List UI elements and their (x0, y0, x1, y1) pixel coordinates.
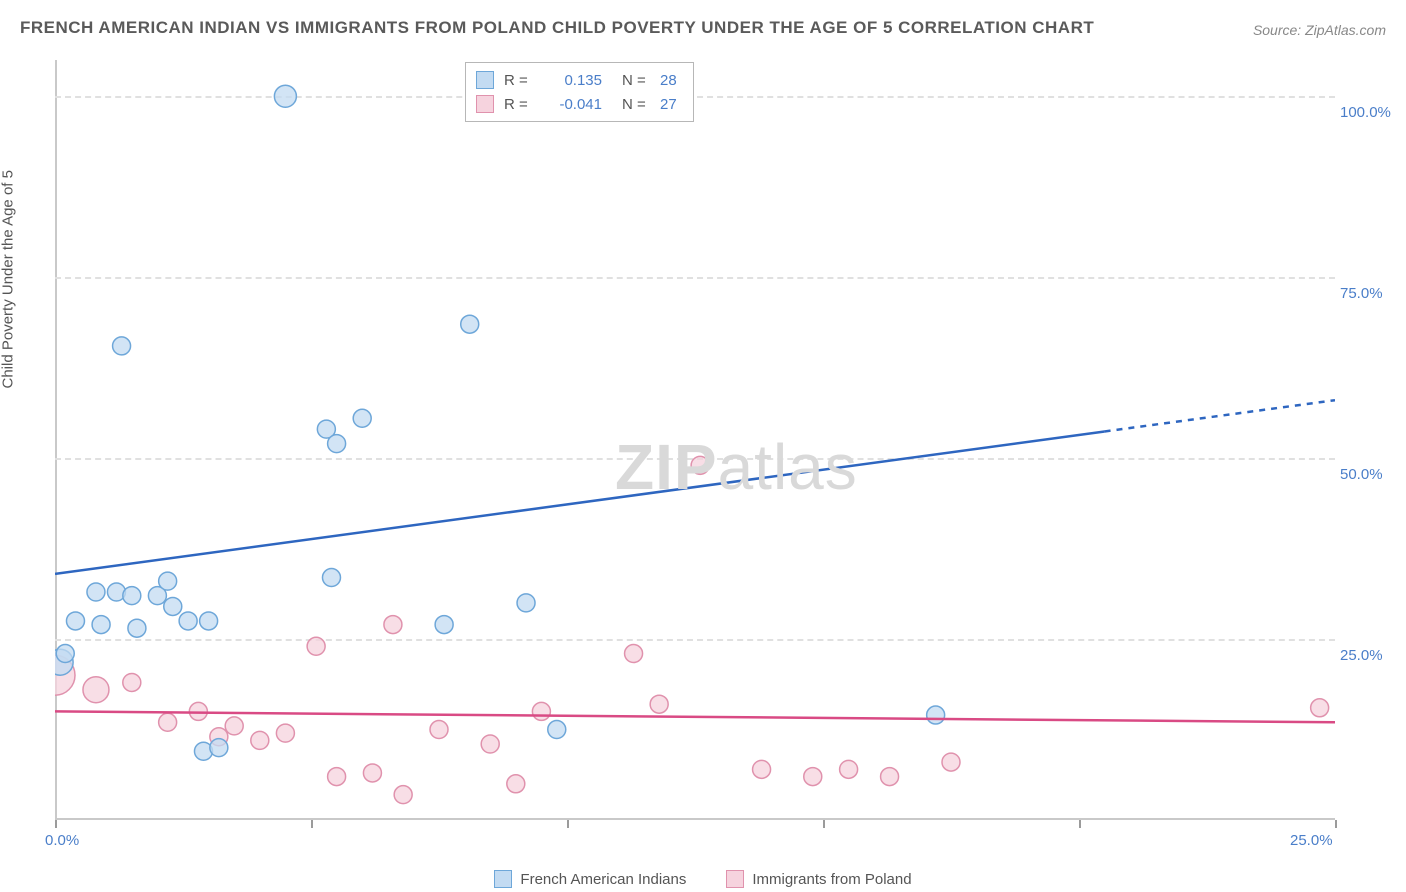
data-point (461, 315, 479, 333)
data-point (507, 775, 525, 793)
data-point (384, 616, 402, 634)
data-point (753, 760, 771, 778)
x-tick-mark (55, 820, 57, 828)
plot-area: ZIPatlas R = 0.135 N = 28 R = -0.041 N =… (55, 60, 1335, 820)
data-point (840, 760, 858, 778)
data-point (517, 594, 535, 612)
data-point (274, 85, 296, 107)
data-point (179, 612, 197, 630)
trend-line-extrapolated (1105, 400, 1335, 431)
data-point (548, 721, 566, 739)
scatter-chart (55, 60, 1335, 820)
data-point (353, 409, 371, 427)
x-tick-mark (1079, 820, 1081, 828)
y-tick-label: 50.0% (1340, 466, 1395, 483)
data-point (200, 612, 218, 630)
data-point (394, 786, 412, 804)
data-point (1311, 699, 1329, 717)
data-point (942, 753, 960, 771)
data-point (650, 695, 668, 713)
data-point (123, 673, 141, 691)
data-point (251, 731, 269, 749)
data-point (532, 702, 550, 720)
data-point (322, 569, 340, 587)
x-tick-mark (1335, 820, 1337, 828)
data-point (881, 768, 899, 786)
data-point (691, 456, 709, 474)
y-axis-label: Child Poverty Under the Age of 5 (0, 170, 17, 388)
data-point (927, 706, 945, 724)
trend-line (55, 431, 1105, 573)
data-point (625, 645, 643, 663)
data-point (328, 768, 346, 786)
source-prefix: Source: (1253, 22, 1305, 38)
series-swatch-icon (476, 71, 494, 89)
chart-title: FRENCH AMERICAN INDIAN VS IMMIGRANTS FRO… (20, 18, 1094, 38)
source-attribution: Source: ZipAtlas.com (1253, 22, 1386, 38)
data-point (804, 768, 822, 786)
data-point (307, 637, 325, 655)
y-tick-label: 75.0% (1340, 285, 1395, 302)
data-point (83, 677, 109, 703)
series-swatch-icon (494, 870, 512, 888)
y-tick-label: 25.0% (1340, 647, 1395, 664)
x-tick-mark (823, 820, 825, 828)
legend-item: French American Indians (494, 870, 686, 888)
data-point (164, 597, 182, 615)
data-point (276, 724, 294, 742)
data-point (56, 645, 74, 663)
data-point (87, 583, 105, 601)
r-value: -0.041 (542, 96, 602, 113)
correlation-row: R = -0.041 N = 27 (476, 92, 677, 116)
data-point (328, 435, 346, 453)
data-point (225, 717, 243, 735)
data-point (430, 721, 448, 739)
bottom-legend: French American Indians Immigrants from … (0, 870, 1406, 888)
x-tick-label: 25.0% (1290, 832, 1333, 849)
data-point (363, 764, 381, 782)
data-point (435, 616, 453, 634)
legend-label: Immigrants from Poland (752, 871, 911, 888)
series-swatch-icon (726, 870, 744, 888)
n-value: 27 (660, 96, 677, 113)
data-point (128, 619, 146, 637)
x-tick-mark (311, 820, 313, 828)
x-tick-label: 0.0% (45, 832, 79, 849)
data-point (66, 612, 84, 630)
x-tick-mark (567, 820, 569, 828)
r-label: R = (504, 72, 532, 89)
data-point (481, 735, 499, 753)
r-label: R = (504, 96, 532, 113)
data-point (92, 616, 110, 634)
series-swatch-icon (476, 95, 494, 113)
trend-line (55, 711, 1335, 722)
data-point (123, 587, 141, 605)
data-point (210, 739, 228, 757)
legend-label: French American Indians (520, 871, 686, 888)
data-point (113, 337, 131, 355)
correlation-row: R = 0.135 N = 28 (476, 68, 677, 92)
data-point (159, 713, 177, 731)
n-value: 28 (660, 72, 677, 89)
n-label: N = (622, 96, 650, 113)
legend-item: Immigrants from Poland (726, 870, 911, 888)
n-label: N = (622, 72, 650, 89)
y-tick-label: 100.0% (1340, 104, 1395, 121)
data-point (159, 572, 177, 590)
source-site: ZipAtlas.com (1305, 22, 1386, 38)
correlation-legend-box: R = 0.135 N = 28 R = -0.041 N = 27 (465, 62, 694, 122)
r-value: 0.135 (542, 72, 602, 89)
